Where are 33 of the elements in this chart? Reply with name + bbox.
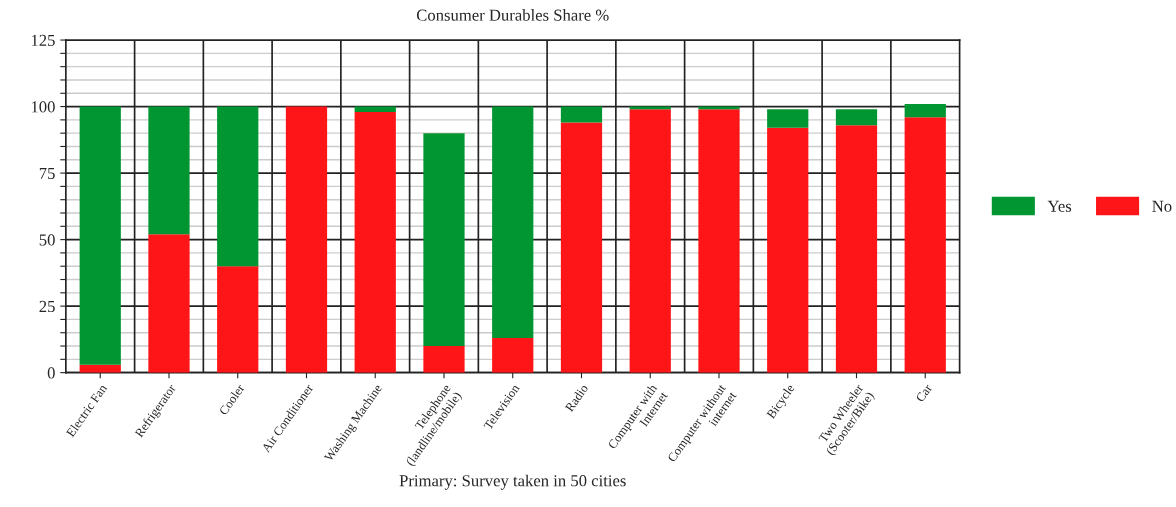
bar xyxy=(835,109,878,126)
bar xyxy=(148,234,190,373)
bar xyxy=(767,109,809,128)
y-tick-label: 125 xyxy=(31,34,55,46)
y-tick-label: 75 xyxy=(39,167,55,180)
bar xyxy=(835,125,878,373)
bar xyxy=(629,109,671,373)
bar xyxy=(492,338,534,373)
bar xyxy=(560,122,603,373)
bar xyxy=(698,109,740,373)
x-tick-label: Car xyxy=(915,383,933,403)
bar xyxy=(767,127,809,373)
y-tick-label: 0 xyxy=(47,367,55,379)
bar xyxy=(354,106,396,112)
y-tick-label: 50 xyxy=(39,234,55,246)
legend-label: No xyxy=(1152,200,1172,212)
bar xyxy=(423,346,465,373)
bar xyxy=(148,106,190,235)
y-tick-label: 100 xyxy=(31,101,55,113)
bar xyxy=(217,266,259,373)
y-tick-label: 25 xyxy=(39,300,55,313)
bar xyxy=(423,133,465,347)
bar xyxy=(904,117,946,373)
legend-label: Yes xyxy=(1047,200,1072,212)
bar xyxy=(285,106,328,373)
bar xyxy=(354,111,396,373)
bar xyxy=(79,106,121,365)
x-axis-title: Primary: Survey taken in 50 cities xyxy=(399,474,626,490)
bar xyxy=(492,106,534,339)
bar xyxy=(217,106,259,267)
chart-title: Consumer Durables Share % xyxy=(416,9,609,21)
bar xyxy=(560,106,603,123)
bar xyxy=(904,103,946,118)
